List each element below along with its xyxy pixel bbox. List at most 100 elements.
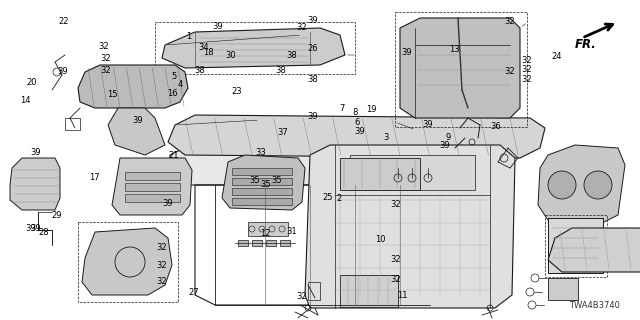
Text: 32: 32 <box>297 23 307 33</box>
Bar <box>248 222 288 236</box>
Polygon shape <box>400 18 520 118</box>
Text: 39: 39 <box>132 116 143 125</box>
Text: 6: 6 <box>355 118 360 127</box>
Bar <box>252 240 262 246</box>
Text: 32: 32 <box>522 65 532 74</box>
Text: 33: 33 <box>256 148 266 157</box>
Bar <box>125 172 180 180</box>
Polygon shape <box>162 28 345 68</box>
Bar <box>308 282 320 300</box>
Text: 38: 38 <box>307 75 317 84</box>
Text: 17: 17 <box>90 173 100 182</box>
Text: 19: 19 <box>366 105 376 114</box>
Text: 39: 39 <box>212 22 223 31</box>
Text: 28: 28 <box>38 228 49 237</box>
Bar <box>232 188 292 195</box>
Text: 12: 12 <box>260 229 271 238</box>
Text: 16: 16 <box>168 89 178 98</box>
Text: 32: 32 <box>522 75 532 84</box>
Text: 5: 5 <box>172 72 177 81</box>
Text: 32: 32 <box>390 255 401 264</box>
Bar <box>65 118 80 130</box>
Circle shape <box>584 171 612 199</box>
Text: 39: 39 <box>422 120 433 129</box>
Text: 2: 2 <box>337 194 342 203</box>
Text: 4: 4 <box>178 80 183 89</box>
Text: 39: 39 <box>30 224 40 233</box>
Text: 36: 36 <box>491 122 501 131</box>
Text: 8: 8 <box>353 108 358 117</box>
Bar <box>125 183 180 191</box>
Bar <box>125 194 180 202</box>
Text: 15: 15 <box>107 90 117 99</box>
Bar <box>155 22 355 74</box>
Text: 39: 39 <box>58 68 68 76</box>
Text: 34: 34 <box>198 43 209 52</box>
Polygon shape <box>222 155 305 210</box>
Text: 39: 39 <box>401 48 412 57</box>
Text: 35: 35 <box>250 176 260 185</box>
Bar <box>232 168 292 175</box>
Text: 37: 37 <box>278 128 288 137</box>
Bar <box>545 215 607 277</box>
Bar <box>78 222 178 302</box>
Text: 35: 35 <box>271 176 282 185</box>
Text: 32: 32 <box>157 260 167 269</box>
Text: 26: 26 <box>307 44 317 53</box>
Bar <box>350 155 475 190</box>
Text: 32: 32 <box>390 275 401 284</box>
Text: 7: 7 <box>340 104 345 113</box>
Text: 24: 24 <box>552 52 562 61</box>
Bar <box>395 12 527 127</box>
Text: 32: 32 <box>157 244 167 252</box>
Bar <box>280 240 290 246</box>
Text: 3: 3 <box>383 133 388 142</box>
Text: 14: 14 <box>20 96 31 105</box>
Text: 30: 30 <box>225 51 236 60</box>
Text: 32: 32 <box>100 54 111 63</box>
Bar <box>232 198 292 205</box>
Polygon shape <box>548 228 640 272</box>
Text: 38: 38 <box>195 66 205 75</box>
Text: 29: 29 <box>51 211 61 220</box>
Text: 32: 32 <box>522 56 532 65</box>
Text: 39: 39 <box>163 199 173 208</box>
Polygon shape <box>78 65 188 108</box>
Circle shape <box>548 171 576 199</box>
Polygon shape <box>305 145 515 308</box>
Text: 21: 21 <box>169 151 179 160</box>
Text: 25: 25 <box>323 193 333 202</box>
Polygon shape <box>112 158 192 215</box>
Text: 39: 39 <box>26 224 36 233</box>
Polygon shape <box>10 158 60 210</box>
Text: 18: 18 <box>203 48 213 57</box>
Text: 39: 39 <box>307 16 317 25</box>
Text: 32: 32 <box>297 292 307 301</box>
Text: TWA4B3740: TWA4B3740 <box>569 301 620 310</box>
Polygon shape <box>108 108 165 155</box>
Text: 9: 9 <box>445 133 451 142</box>
Bar <box>548 278 578 300</box>
Text: 32: 32 <box>505 68 515 76</box>
Text: 32: 32 <box>505 18 515 27</box>
Text: 38: 38 <box>275 66 285 75</box>
Text: 39: 39 <box>440 141 450 150</box>
Bar <box>340 275 398 307</box>
Text: 10: 10 <box>376 236 386 244</box>
Bar <box>548 218 603 273</box>
Text: FR.: FR. <box>575 38 596 52</box>
Bar <box>238 240 248 246</box>
Text: 27: 27 <box>188 288 198 297</box>
Text: 1: 1 <box>186 32 191 41</box>
Polygon shape <box>170 145 415 185</box>
Text: 32: 32 <box>157 277 167 286</box>
Polygon shape <box>82 228 172 295</box>
Text: 32: 32 <box>100 66 111 75</box>
Text: 20: 20 <box>27 78 37 87</box>
Text: 35: 35 <box>260 180 271 189</box>
Text: 39: 39 <box>307 112 317 121</box>
Text: 31: 31 <box>286 227 296 236</box>
Bar <box>340 158 420 190</box>
Text: 39: 39 <box>355 127 365 136</box>
Text: 23: 23 <box>232 87 242 96</box>
